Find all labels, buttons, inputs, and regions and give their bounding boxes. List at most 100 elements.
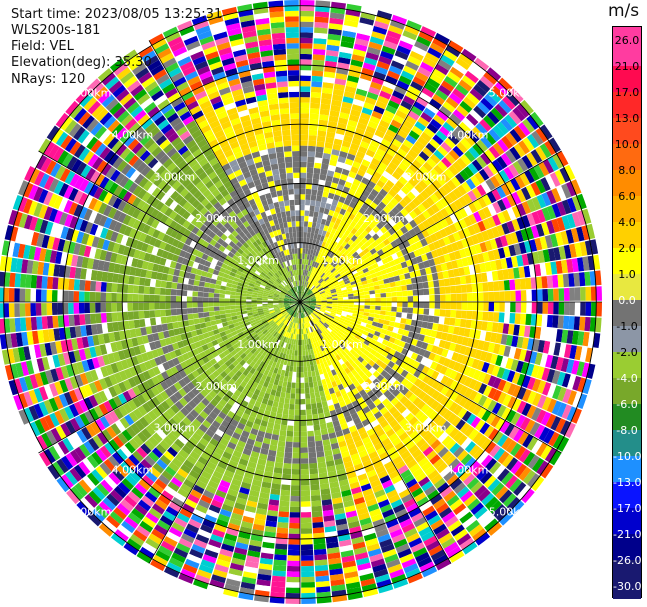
gate-cell	[374, 331, 381, 337]
gate-cell	[300, 485, 310, 491]
gate-cell	[301, 275, 303, 281]
gate-cell	[371, 110, 383, 120]
gate-cell	[350, 280, 357, 286]
gate-cell	[258, 425, 267, 433]
gate-cell	[223, 498, 235, 508]
gate-cell	[321, 163, 329, 170]
gate-cell	[318, 125, 328, 132]
gate-cell	[309, 294, 315, 298]
gate-cell	[301, 592, 316, 599]
gate-cell	[267, 399, 274, 407]
gate-cell	[261, 442, 270, 450]
gate-cell	[170, 404, 180, 414]
gate-cell	[479, 350, 488, 362]
gate-cell	[342, 186, 350, 194]
gate-cell	[445, 45, 461, 58]
gate-cell	[428, 336, 436, 345]
gate-cell	[430, 424, 441, 435]
gate-cell	[145, 326, 153, 335]
gate-cell	[273, 356, 279, 363]
gate-cell	[376, 275, 384, 281]
gate-cell	[132, 450, 144, 463]
gate-cell	[241, 346, 248, 353]
gate-cell	[340, 41, 354, 49]
gate-cell	[320, 362, 326, 369]
gate-cell	[381, 85, 394, 95]
gate-cell	[254, 400, 262, 408]
gate-cell	[430, 400, 440, 410]
gate-cell	[214, 310, 221, 316]
gate-cell	[357, 270, 364, 276]
gate-cell	[362, 406, 371, 414]
gate-cell	[430, 519, 444, 531]
gate-cell	[313, 261, 318, 268]
gate-cell	[268, 394, 275, 401]
gate-cell	[286, 332, 290, 338]
gate-cell	[422, 315, 429, 322]
gate-cell	[190, 513, 204, 524]
gate-cell	[244, 349, 251, 356]
gate-cell	[542, 340, 551, 354]
gate-cell	[305, 300, 311, 302]
gate-cell	[331, 308, 337, 312]
gate-cell	[386, 201, 395, 211]
gate-cell	[276, 532, 288, 539]
gate-cell	[74, 326, 82, 338]
gate-cell	[444, 515, 459, 528]
gate-cell	[188, 364, 196, 373]
gate-cell	[300, 501, 311, 507]
gate-cell	[284, 337, 289, 343]
gate-cell	[226, 528, 239, 537]
gate-cell	[430, 473, 443, 485]
gate-cell	[378, 318, 385, 324]
gate-cell	[263, 310, 270, 314]
gate-cell	[91, 357, 100, 369]
gate-cell	[441, 537, 456, 549]
gate-cell	[246, 309, 253, 314]
gate-cell	[413, 295, 419, 302]
gate-cell	[137, 383, 146, 394]
gate-cell	[555, 260, 563, 274]
gate-cell	[257, 458, 267, 466]
gate-cell	[370, 298, 376, 302]
gate-cell	[338, 280, 345, 285]
gate-cell	[258, 453, 268, 461]
gate-cell	[539, 327, 547, 340]
gate-cell	[67, 435, 79, 449]
gate-cell	[368, 229, 376, 237]
gate-cell	[424, 485, 437, 496]
gate-cell	[219, 456, 230, 465]
gate-cell	[305, 298, 311, 301]
gate-cell	[224, 374, 232, 383]
gate-cell	[170, 428, 181, 439]
gate-cell	[332, 350, 338, 357]
gate-cell	[220, 363, 228, 371]
gate-cell	[430, 330, 438, 338]
gate-cell	[426, 206, 436, 217]
gate-cell	[332, 177, 340, 184]
gate-cell	[297, 350, 300, 356]
gate-cell	[270, 439, 279, 446]
gate-cell	[315, 295, 321, 298]
gate-cell	[259, 557, 273, 565]
gate-cell	[364, 308, 370, 313]
gate-cell	[421, 566, 438, 578]
gate-cell	[268, 309, 275, 312]
gate-cell	[476, 435, 488, 448]
gate-cell	[300, 318, 303, 324]
gate-cell	[221, 407, 230, 416]
gate-cell	[300, 248, 303, 254]
gate-cell	[102, 519, 117, 533]
gate-cell	[219, 398, 228, 407]
gate-cell	[195, 428, 205, 438]
gate-cell	[333, 507, 345, 515]
gate-cell	[421, 365, 430, 375]
gate-cell	[189, 409, 199, 419]
gate-cell	[412, 434, 423, 444]
gate-cell	[300, 172, 307, 179]
gate-cell	[259, 325, 266, 331]
gate-cell	[531, 302, 538, 314]
gate-cell	[116, 503, 131, 516]
gate-cell	[418, 413, 429, 424]
gate-cell	[367, 180, 376, 189]
